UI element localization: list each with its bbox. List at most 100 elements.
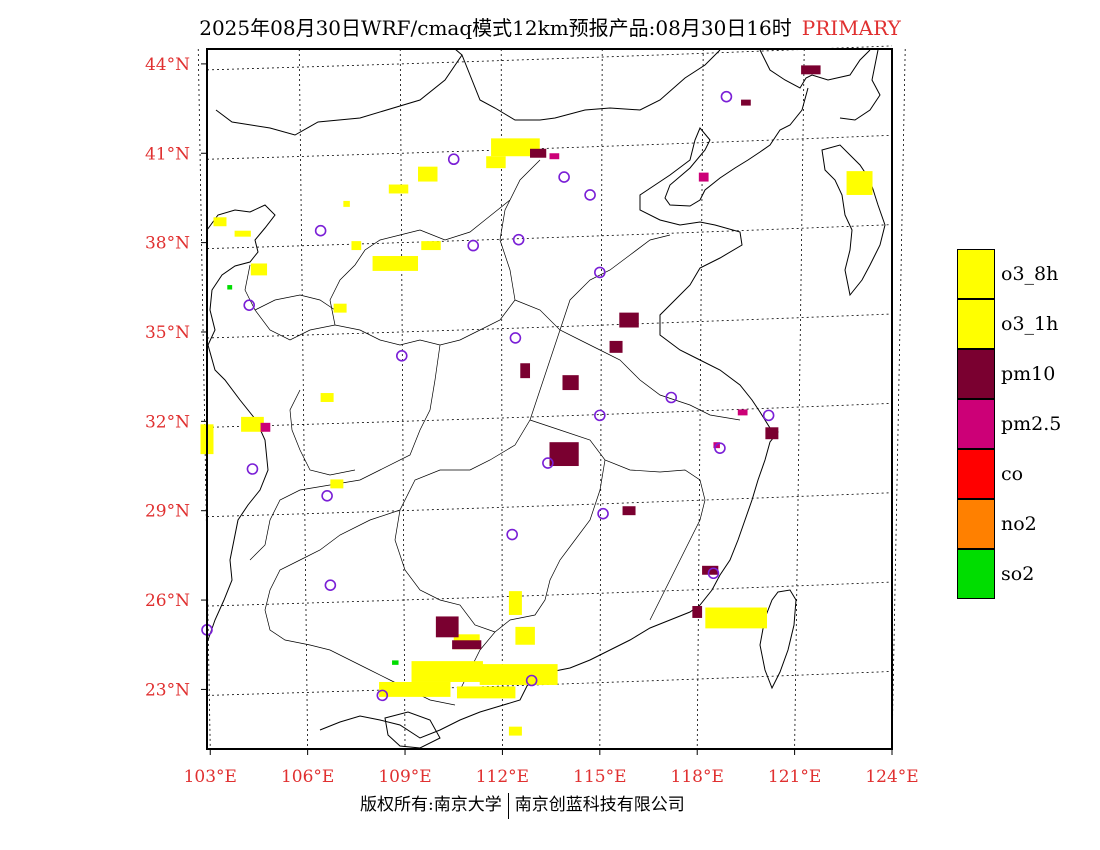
station-marker: [376, 689, 389, 702]
pollution-cell-o3_1h: [421, 241, 441, 251]
copyright-separator: [507, 792, 509, 819]
station-marker: [314, 224, 327, 237]
pollution-cell-pm10: [765, 427, 779, 440]
lon-tick-label: 121°E: [768, 767, 821, 787]
lat-gridline: [206, 313, 893, 339]
lat-tick-label: 44°N: [145, 55, 190, 75]
city-stations: [201, 90, 775, 702]
lon-gridline: [696, 48, 704, 750]
pollution-cell-o3_1h: [705, 607, 768, 629]
station-marker: [395, 350, 408, 362]
station-marker: [321, 490, 333, 502]
legend-label: pm10: [1001, 363, 1056, 385]
lat-tick-label: 23°N: [145, 680, 190, 700]
lon-tick-label: 118°E: [671, 767, 724, 787]
legend-label: pm2.5: [1001, 413, 1062, 435]
pollution-cell-pm10: [741, 99, 751, 106]
station-marker: [243, 299, 256, 311]
lat-labels: 44°N 41°N 38°N 35°N 32°N 29°N 26°N 23°N: [145, 55, 207, 700]
pollution-cell-o3_1h: [320, 393, 334, 402]
station-marker: [509, 332, 522, 344]
legend-swatch: [957, 549, 995, 599]
coastline: [319, 87, 809, 739]
pollution-cell-pm10: [549, 442, 579, 467]
pollution-cell-o3_1h: [250, 263, 268, 276]
lon-labels: 103°E 106°E 109°E 112°E 115°E 118°E 121°E 124°E: [184, 749, 919, 787]
pollution-cell-pm10: [692, 606, 703, 618]
station-marker: [447, 153, 460, 166]
legend-swatch: [957, 249, 995, 299]
lon-gridline: [197, 48, 211, 750]
legend-swatch: [957, 499, 995, 549]
pollution-cell-pm10: [530, 148, 547, 158]
station-marker: [246, 463, 259, 475]
lon-tick-label: 106°E: [281, 767, 334, 787]
province-lines: [244, 159, 741, 706]
station-marker: [665, 391, 678, 404]
station-marker: [584, 189, 596, 201]
lon-gridline: [399, 48, 406, 750]
pollution-cell-pm10: [801, 65, 821, 75]
pollution-cell-o3_1h: [846, 171, 873, 195]
map-frame: [206, 48, 893, 750]
lat-tick-label: 41°N: [145, 144, 190, 164]
legend-label: so2: [1001, 563, 1035, 585]
lon-tick-label: 103°E: [184, 767, 237, 787]
pollution-cell-o3_1h: [241, 416, 264, 432]
lat-tick-label: 29°N: [145, 502, 190, 522]
pollution-cell-pm10: [619, 312, 639, 328]
legend-label: no2: [1001, 513, 1037, 535]
lat-gridline: [206, 402, 893, 428]
taiwan-coast: [759, 589, 797, 690]
pollution-cell-o3_1h: [213, 217, 227, 227]
pollution-cell-o3_1h: [479, 664, 558, 685]
national-border: [215, 48, 881, 136]
station-marker: [467, 239, 480, 252]
lon-gridline: [794, 48, 805, 750]
pollution-cell-o3_1h: [388, 184, 409, 194]
pollution-cell-o3_1h: [491, 138, 540, 157]
pollution-cell-pm25: [737, 409, 748, 416]
hainan-coast: [384, 711, 441, 749]
lon-tick-label: 112°E: [476, 767, 529, 787]
pollution-cell-pm25: [549, 153, 560, 160]
pollution-cell-pm10: [609, 340, 623, 353]
legend-swatch: [957, 349, 995, 399]
title-main: 2025年08月30日WRF/cmaq模式12km预报产品:08月30日16时: [199, 16, 792, 40]
lon-tick-label: 124°E: [865, 767, 918, 787]
pollution-cell-o3_1h: [456, 686, 516, 699]
title-tag: PRIMARY: [801, 16, 901, 40]
lon-gridline: [891, 48, 906, 750]
legend-label: o3_1h: [1001, 313, 1059, 335]
pollution-cell-pm10: [452, 640, 482, 650]
pollution-cell-o3_1h: [234, 230, 251, 237]
lat-gridline: [206, 224, 893, 250]
station-marker: [594, 409, 606, 422]
station-marker: [512, 233, 525, 246]
pollution-cell-o3_1h: [508, 726, 522, 736]
lon-tick-label: 109°E: [378, 767, 431, 787]
station-marker: [707, 567, 720, 580]
pollution-cell-o3_1h: [411, 661, 483, 682]
pollution-cell-so2: [392, 660, 399, 665]
pollution-cell-o3_1h: [515, 626, 535, 645]
pollution-cell-o3_1h: [333, 303, 347, 313]
pollution-cell-o3_1h: [351, 241, 362, 251]
station-marker: [762, 409, 775, 422]
station-marker: [506, 528, 518, 541]
lat-tick-label: 32°N: [145, 412, 190, 432]
lat-gridline: [206, 581, 893, 607]
station-marker: [542, 457, 554, 469]
station-marker: [525, 674, 538, 687]
lon-gridline: [298, 48, 309, 750]
lat-gridline: [206, 492, 893, 518]
pollution-cell-o3_1h: [330, 479, 344, 489]
pollution-cell-so2: [227, 285, 233, 290]
station-marker: [558, 171, 570, 183]
pollution-cell-pm10: [562, 375, 579, 391]
lat-tick-label: 38°N: [145, 234, 190, 254]
pollution-cell-o3_1h: [379, 681, 451, 697]
station-marker: [720, 90, 733, 103]
legend-swatch: [957, 449, 995, 499]
